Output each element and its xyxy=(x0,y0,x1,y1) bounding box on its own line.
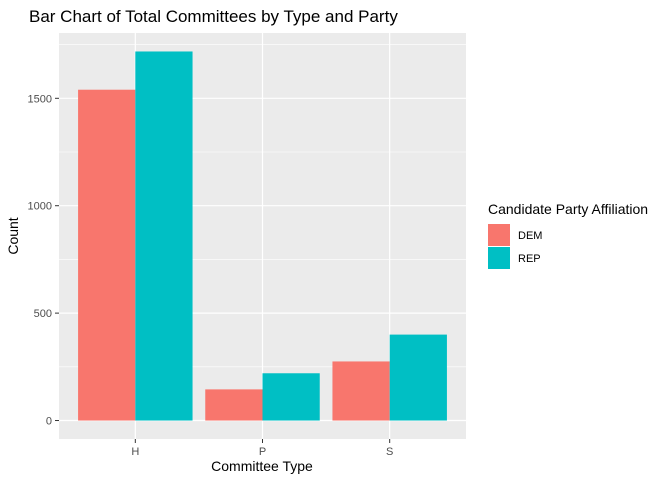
x-tick-label: S xyxy=(386,446,393,458)
bar-dem-s xyxy=(332,361,390,421)
x-tick-label: H xyxy=(131,446,139,458)
legend-label-dem: DEM xyxy=(518,230,542,242)
y-tick-label: 0 xyxy=(46,416,52,428)
bar-rep-s xyxy=(389,334,447,421)
x-tick-label: P xyxy=(259,446,266,458)
x-axis-title: Committee Type xyxy=(211,458,313,474)
bar-rep-h xyxy=(135,51,193,421)
legend-key-dem xyxy=(488,224,510,246)
bar-rep-p xyxy=(262,373,320,421)
bars xyxy=(78,51,447,421)
y-axis: 0 500 1000 1500 xyxy=(28,93,59,428)
legend-title: Candidate Party Affiliation xyxy=(488,201,648,217)
y-tick-label: 1500 xyxy=(28,93,52,105)
chart-title: Bar Chart of Total Committees by Type an… xyxy=(29,7,398,26)
legend-label-rep: REP xyxy=(518,253,541,265)
y-tick-label: 500 xyxy=(34,308,52,320)
bar-dem-p xyxy=(205,389,263,421)
bar-dem-h xyxy=(78,89,136,421)
y-axis-title: Count xyxy=(5,217,21,254)
y-tick-label: 1000 xyxy=(28,201,52,213)
legend: Candidate Party Affiliation DEM REP xyxy=(488,201,648,269)
legend-key-rep xyxy=(488,247,510,269)
